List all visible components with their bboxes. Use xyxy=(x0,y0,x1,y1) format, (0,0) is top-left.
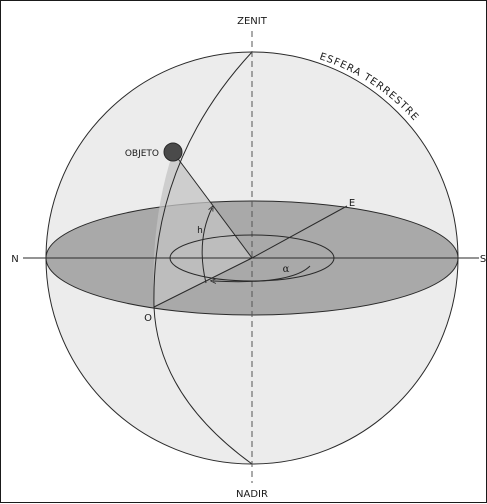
west-line xyxy=(153,257,253,308)
altitude-arc xyxy=(201,208,212,284)
object-label: OBJETO xyxy=(125,149,159,159)
altitude-label: h xyxy=(197,226,203,236)
azimuth-label: α xyxy=(283,264,290,275)
azimuth-arc xyxy=(213,265,311,282)
east-line xyxy=(251,205,348,259)
west-label: O xyxy=(144,313,152,324)
south-label: S xyxy=(480,254,486,265)
north-label: N xyxy=(11,254,18,265)
zenit-label: ZENIT xyxy=(237,16,268,27)
east-label: E xyxy=(349,198,355,209)
nadir-label: NADIR xyxy=(236,489,268,500)
object-marker xyxy=(163,142,183,162)
